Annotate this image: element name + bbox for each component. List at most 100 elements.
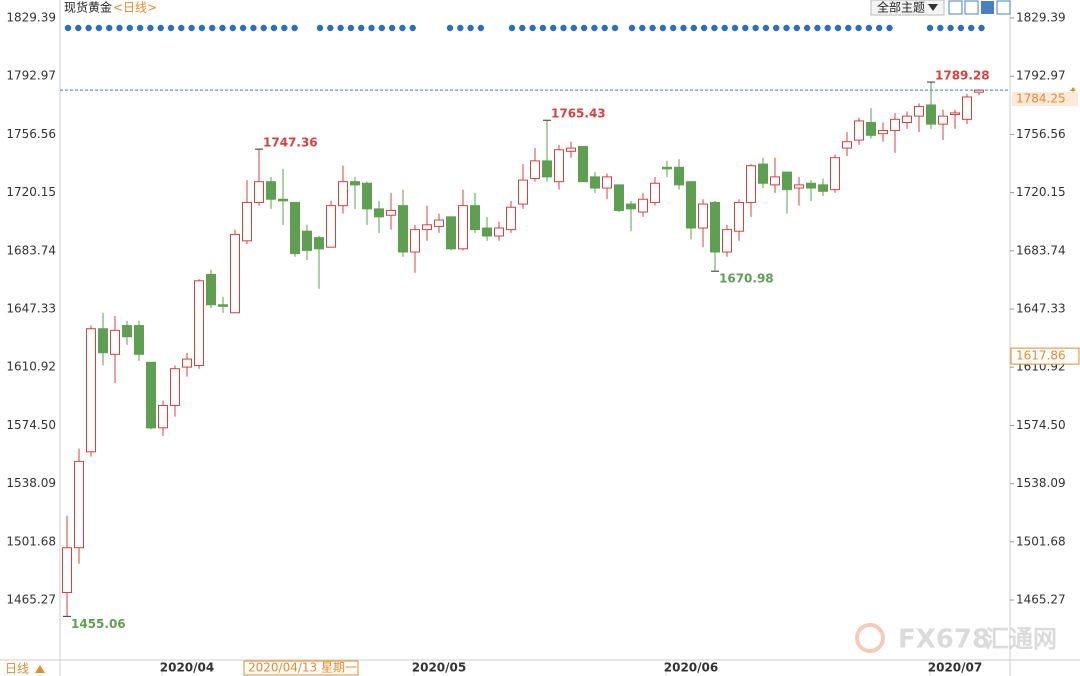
candle-body: [302, 230, 312, 251]
event-dot: [803, 24, 811, 32]
candle-body: [398, 205, 408, 253]
event-dot: [399, 24, 406, 32]
event-dot: [209, 24, 216, 32]
y-tick-label-right: 1792.97: [1016, 69, 1066, 83]
high-label: 1789.28: [935, 69, 990, 83]
event-dot: [178, 24, 185, 32]
candle-body: [338, 181, 348, 207]
y-tick-label-right: 1829.39: [1016, 10, 1066, 24]
event-dot: [550, 24, 557, 32]
candle-body: [254, 181, 264, 203]
tool-icon[interactable]: [964, 0, 979, 15]
candle-body: [938, 115, 948, 125]
candle-body: [470, 205, 480, 231]
candle-body: [170, 368, 180, 406]
y-tick-label-right: 1647.33: [1016, 302, 1066, 316]
y-tick-label: 1647.33: [6, 302, 56, 316]
event-dot: [378, 24, 385, 32]
candle-body: [806, 182, 816, 189]
y-tick-label: 1501.68: [6, 534, 56, 548]
candle-body: [290, 201, 300, 255]
event-dot: [281, 24, 288, 32]
candle-body: [410, 229, 420, 253]
event-dot: [845, 24, 852, 32]
tool-icon[interactable]: [996, 0, 1011, 15]
candle-body: [98, 328, 108, 354]
y-tick-label-right: 1756.56: [1016, 127, 1066, 141]
event-dot: [126, 24, 133, 32]
event-dot: [601, 24, 608, 32]
event-dot: [742, 24, 749, 32]
event-dot: [188, 24, 195, 32]
y-tick-label: 1538.09: [6, 476, 56, 490]
event-dot: [947, 24, 954, 32]
candle-body: [266, 181, 276, 200]
event-dot: [926, 24, 934, 32]
crosshair-value: 1617.86: [1016, 349, 1066, 363]
candle-body: [350, 181, 360, 186]
event-dot: [773, 24, 780, 32]
candle-body: [974, 89, 984, 93]
y-tick-label: 1610.92: [6, 360, 56, 374]
candle-body: [578, 146, 588, 183]
high-label: 1765.43: [551, 107, 606, 121]
candle-body: [914, 106, 924, 117]
event-dot: [358, 24, 365, 32]
event-dot: [347, 24, 355, 32]
candle-body: [866, 122, 876, 136]
tool-icon[interactable]: [981, 1, 994, 14]
candle-body: [614, 184, 624, 211]
event-dot: [649, 24, 656, 32]
crosshair-date: 2020/04/13 星期一: [248, 661, 357, 675]
watermark-name: 汇通网: [985, 625, 1057, 653]
candle-body: [902, 115, 912, 124]
candle-body: [566, 147, 576, 152]
y-tick-label: 1465.27: [6, 593, 56, 607]
event-dot: [388, 24, 396, 32]
candle-body: [710, 201, 720, 253]
event-dot: [229, 24, 236, 32]
event-dot: [529, 24, 536, 32]
event-dot: [957, 24, 965, 32]
candle-body: [878, 130, 888, 135]
candle-body: [662, 166, 672, 170]
candle-body: [230, 233, 240, 314]
candle-body: [458, 205, 468, 250]
up-arrow: [35, 665, 45, 673]
candle-body: [194, 280, 204, 366]
candle-body: [962, 96, 972, 120]
chart-title: 现货黄金: [64, 0, 112, 15]
candle-body: [674, 166, 684, 186]
toolbar[interactable]: [948, 0, 1011, 15]
y-tick-label: 1683.74: [6, 243, 56, 257]
event-dot: [291, 24, 298, 32]
candle-body: [86, 328, 96, 453]
logo: [855, 623, 885, 653]
x-tick-label: 2020/04: [160, 661, 214, 675]
event-dot: [752, 24, 759, 32]
event-dot: [978, 24, 985, 32]
low-label: 1455.06: [71, 617, 126, 631]
tool-icon[interactable]: [948, 0, 963, 15]
candle-body: [446, 216, 456, 250]
event-dot: [198, 24, 206, 32]
period-switch[interactable]: 日线: [5, 662, 45, 676]
event-dot: [711, 24, 718, 32]
event-dot: [721, 24, 728, 32]
candle-body: [122, 325, 132, 338]
event-dot: [519, 24, 526, 32]
last-price-box: [1012, 92, 1078, 107]
candle-body: [482, 227, 492, 237]
watermark-brand: FX678: [898, 625, 990, 655]
candle-body: [794, 184, 804, 189]
event-dot: [834, 24, 842, 32]
candle-body: [830, 157, 840, 191]
candle-body: [134, 325, 144, 355]
event-dot: [85, 24, 92, 32]
theme-button[interactable]: 全部主题: [870, 0, 945, 16]
event-dot: [659, 24, 667, 32]
period-button[interactable]: 日线: [5, 662, 29, 676]
y-tick-label: 1574.50: [6, 418, 56, 432]
candle-body: [242, 201, 252, 242]
